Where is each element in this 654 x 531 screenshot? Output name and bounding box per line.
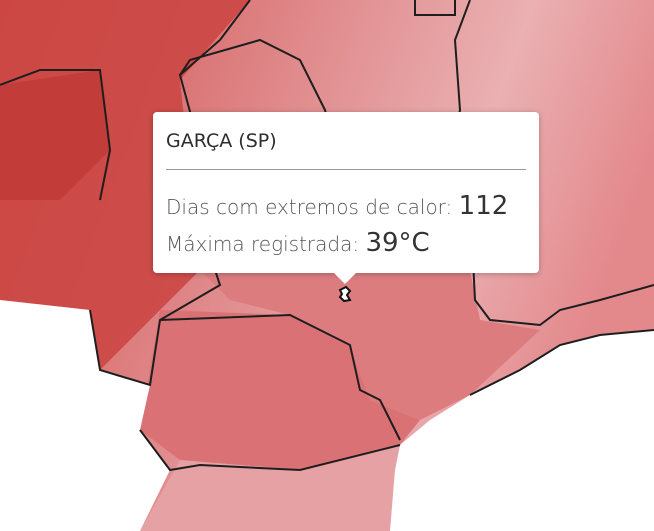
tooltip-divider [166,169,526,170]
tooltip-row-heat-days: Dias com extremos de calor: 112 [166,188,526,225]
outside-west [0,300,170,531]
tooltip-title: GARÇA (SP) [166,130,277,152]
region-sp [200,260,540,420]
heat-days-label: Dias com extremos de calor: [166,195,459,219]
municipality-tooltip: GARÇA (SP) Dias com extremos de calor: 1… [153,112,539,284]
max-temp-label: Máxima registrada: [166,232,366,256]
region-pr [140,310,420,470]
ocean [390,330,654,531]
tooltip-row-max-temp: Máxima registrada: 39°C [166,225,526,262]
heat-days-value: 112 [458,191,509,221]
max-temp-value: 39°C [365,228,430,258]
region-sc [140,445,400,531]
region-ms-west [0,70,110,200]
garca-marker[interactable] [338,285,352,303]
